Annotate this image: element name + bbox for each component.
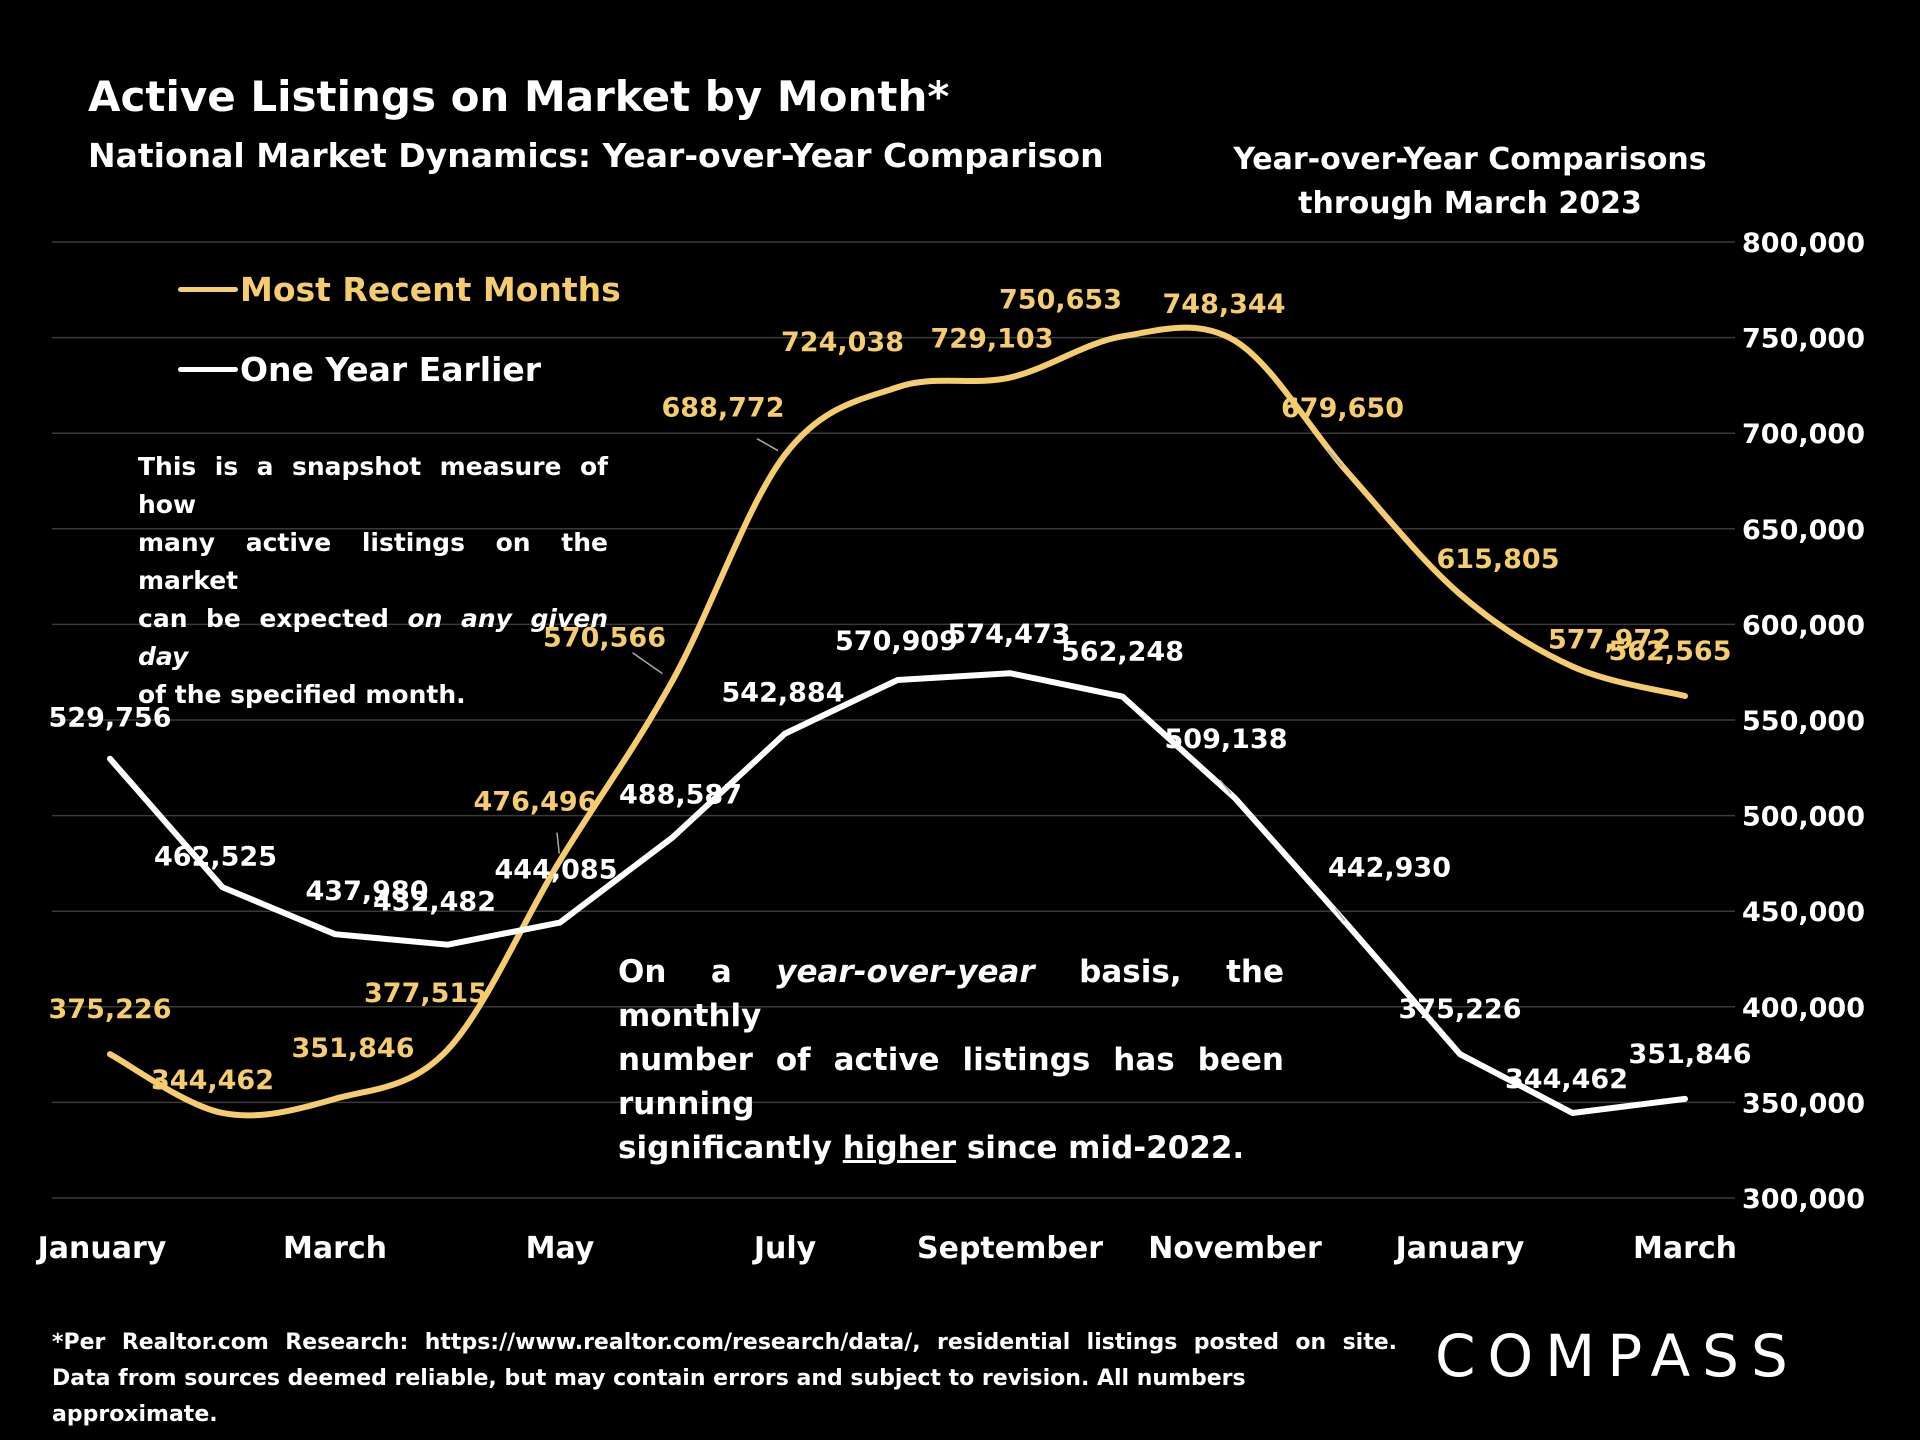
- callout-line: On a year-over-year basis, the monthly: [618, 950, 1284, 1038]
- leader-line: [632, 652, 663, 675]
- yoy-comparison-note: Year-over-Year Comparisons through March…: [1220, 138, 1720, 226]
- data-label-earlier: 509,138: [1165, 724, 1288, 755]
- y-tick-label: 650,000: [1742, 515, 1865, 546]
- y-tick-label: 400,000: [1742, 993, 1865, 1024]
- x-tick-label: March: [283, 1231, 387, 1266]
- data-label-recent: 750,653: [999, 284, 1122, 315]
- data-label-earlier: 570,909: [835, 626, 958, 657]
- leader-line: [1326, 449, 1344, 468]
- data-label-recent: 351,846: [292, 1033, 415, 1064]
- callout-text: significantly: [618, 1130, 843, 1166]
- x-tick-label: March: [1633, 1231, 1737, 1266]
- callout-underline: higher: [842, 1130, 957, 1166]
- series-line-earlier: [107, 670, 1688, 1116]
- data-label-recent: 377,515: [364, 978, 487, 1009]
- yoy-note-line1: Year-over-Year Comparisons: [1233, 142, 1707, 177]
- y-tick-label: 350,000: [1742, 1088, 1865, 1119]
- snapshot-note: This is a snapshot measure of how many a…: [138, 448, 608, 714]
- leader-line: [756, 438, 779, 452]
- y-tick-label: 750,000: [1742, 324, 1865, 355]
- footnote-line: *Per Realtor.com Research: https://www.r…: [52, 1330, 1397, 1355]
- data-label-earlier: 529,756: [49, 703, 172, 734]
- snapshot-line: This is a snapshot measure of how: [138, 452, 608, 519]
- callout-text: since mid-2022.: [956, 1130, 1245, 1166]
- data-label-recent: 577,972: [1548, 625, 1671, 656]
- callout-emphasis: year-over-year: [776, 954, 1035, 990]
- footnote-line: Data from sources deemed reliable, but m…: [52, 1366, 1246, 1427]
- snapshot-text: can be expected: [138, 604, 408, 633]
- data-label-recent: 724,038: [781, 327, 904, 358]
- legend-swatch-earlier: [178, 367, 238, 372]
- data-label-recent: 344,462: [151, 1065, 274, 1096]
- data-label-recent: 570,566: [543, 623, 666, 654]
- data-label-earlier: 432,482: [373, 887, 496, 918]
- legend-label-recent: Most Recent Months: [240, 270, 621, 309]
- y-tick-label: 450,000: [1742, 897, 1865, 928]
- leader-line: [1219, 779, 1232, 795]
- snapshot-line: can be expected on any given day: [138, 600, 608, 676]
- callout-line: number of active listings has been runni…: [618, 1042, 1284, 1122]
- data-label-earlier: 344,462: [1505, 1064, 1628, 1095]
- snapshot-emphasis: on any given day: [138, 604, 608, 671]
- footnote: *Per Realtor.com Research: https://www.r…: [52, 1325, 1397, 1433]
- x-tick-label: January: [1394, 1231, 1525, 1266]
- data-label-earlier: 437,980: [306, 876, 429, 907]
- series-line-recent: [107, 324, 1688, 1119]
- y-tick-label: 500,000: [1742, 802, 1865, 833]
- legend-item-earlier: One Year Earlier: [178, 350, 541, 389]
- data-label-recent: 729,103: [931, 324, 1054, 355]
- data-label-recent: 748,344: [1163, 289, 1286, 320]
- data-label-earlier: 488,587: [619, 779, 742, 810]
- y-tick-label: 300,000: [1742, 1184, 1865, 1215]
- y-tick-label: 600,000: [1742, 610, 1865, 641]
- data-label-recent: 375,226: [49, 994, 172, 1025]
- callout-text: basis, the monthly: [618, 954, 1284, 1034]
- yoy-note-line2: through March 2023: [1298, 186, 1642, 221]
- chart-subtitle: National Market Dynamics: Year-over-Year…: [88, 136, 1104, 175]
- leader-line: [556, 832, 560, 854]
- legend-item-recent: Most Recent Months: [178, 270, 621, 309]
- yoy-callout: On a year-over-year basis, the monthly n…: [618, 950, 1284, 1170]
- data-label-earlier: 375,226: [1399, 994, 1522, 1025]
- data-label-recent: 476,496: [474, 787, 597, 818]
- data-label-earlier: 351,846: [1629, 1039, 1752, 1070]
- data-label-earlier: 562,248: [1061, 637, 1184, 668]
- chart-title: Active Listings on Market by Month*: [88, 72, 950, 121]
- x-tick-label: May: [526, 1231, 595, 1266]
- data-label-recent: 615,805: [1437, 544, 1560, 575]
- x-tick-label: September: [917, 1231, 1103, 1266]
- x-tick-label: July: [752, 1231, 817, 1266]
- y-tick-label: 550,000: [1742, 706, 1865, 737]
- data-label-earlier: 574,473: [948, 619, 1071, 650]
- y-tick-label: 800,000: [1742, 228, 1865, 259]
- x-tick-label: November: [1148, 1231, 1322, 1266]
- snapshot-line: of the specified month.: [138, 680, 466, 709]
- data-label-recent: 679,650: [1281, 393, 1404, 424]
- y-tick-label: 700,000: [1742, 419, 1865, 450]
- data-label-recent: 562,565: [1609, 636, 1732, 667]
- data-label-earlier: 442,930: [1328, 853, 1451, 884]
- legend-swatch-recent: [178, 287, 238, 292]
- data-label-earlier: 462,525: [154, 841, 277, 872]
- snapshot-line: many active listings on the market: [138, 528, 608, 595]
- callout-text: On a: [618, 954, 777, 990]
- data-label-earlier: 444,085: [495, 855, 618, 886]
- data-label-earlier: 542,884: [722, 678, 845, 709]
- data-label-recent: 688,772: [662, 393, 785, 424]
- legend-label-earlier: One Year Earlier: [240, 350, 542, 389]
- x-tick-label: January: [36, 1231, 167, 1266]
- leader-line: [1334, 908, 1346, 922]
- compass-logo: COMPASS: [1435, 1322, 1800, 1390]
- callout-line: significantly higher since mid-2022.: [618, 1126, 1284, 1170]
